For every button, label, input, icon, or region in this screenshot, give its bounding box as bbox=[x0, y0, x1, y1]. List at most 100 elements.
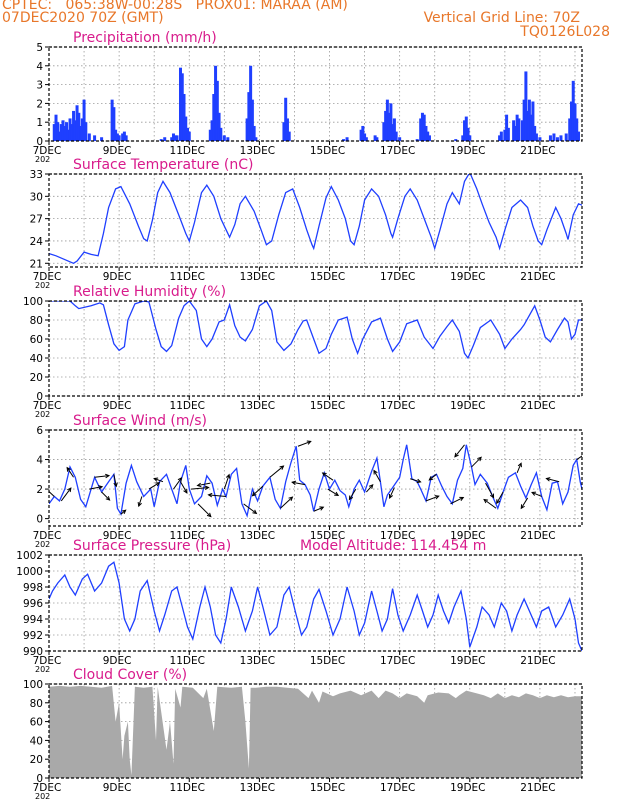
wind-vector bbox=[280, 496, 294, 509]
precip-bar bbox=[117, 135, 121, 141]
x-tick-label: 21DEC bbox=[520, 782, 555, 794]
wind-vector-shaft bbox=[197, 482, 211, 487]
precip-bar bbox=[534, 133, 538, 141]
precip-bar bbox=[387, 112, 391, 141]
y-tick-label: 3 bbox=[36, 80, 43, 92]
wind-vector-head bbox=[348, 495, 354, 501]
wind-vector-head bbox=[183, 488, 188, 494]
wind-vector-head bbox=[489, 493, 495, 499]
wind-vector bbox=[207, 492, 227, 498]
y-tick-label: 994 bbox=[23, 614, 43, 626]
precip-bar bbox=[222, 135, 226, 141]
panel-title-precip: Precipitation (mm/h) bbox=[73, 30, 217, 46]
wind-vector-head bbox=[66, 466, 71, 472]
x-tick-label: 7DEC bbox=[33, 655, 62, 667]
precip-bar bbox=[163, 137, 167, 141]
precip-bar bbox=[517, 118, 521, 141]
data-cloud bbox=[49, 685, 582, 778]
wind-vector bbox=[496, 491, 504, 505]
wind-vector-head bbox=[306, 440, 312, 445]
wind-vector bbox=[120, 509, 127, 515]
wind-vector-shaft bbox=[292, 481, 306, 486]
wind-vector-head bbox=[153, 477, 159, 482]
precip-bar bbox=[287, 131, 291, 141]
y-tick-label: 30 bbox=[30, 191, 43, 203]
precip-bar bbox=[173, 135, 177, 141]
precip-bar bbox=[503, 129, 507, 141]
y-tick-label: 20 bbox=[30, 372, 43, 384]
wind-vector-head bbox=[416, 478, 422, 484]
wind-vector-head bbox=[105, 473, 111, 479]
precip-bar bbox=[210, 120, 214, 141]
y-tick-label: 40 bbox=[30, 353, 43, 365]
precip-bar bbox=[80, 118, 84, 141]
precip-bar bbox=[461, 135, 465, 141]
wind-vector-head bbox=[196, 482, 202, 488]
precip-bar bbox=[575, 118, 579, 141]
precip-bar bbox=[364, 137, 368, 141]
data-press bbox=[49, 561, 582, 651]
wind-vector-head bbox=[373, 469, 378, 475]
x-tick-label: 19DEC bbox=[450, 271, 485, 283]
wind-vector bbox=[471, 456, 482, 468]
wind-vector bbox=[388, 487, 395, 500]
wind-vector-shaft bbox=[153, 478, 164, 483]
precip-bar bbox=[175, 135, 179, 141]
wind-vector-shaft bbox=[252, 485, 264, 497]
wind-vector-head bbox=[459, 496, 465, 501]
wind-vector-shaft bbox=[327, 488, 339, 496]
x-tick-label: 11DEC bbox=[170, 400, 205, 412]
precip-bar bbox=[93, 135, 97, 141]
precip-bar bbox=[65, 122, 69, 141]
wind-vector-head bbox=[291, 480, 297, 486]
cloud-area bbox=[49, 685, 582, 778]
wind-vector-shaft bbox=[425, 495, 439, 502]
data-precip bbox=[52, 65, 580, 141]
data-wind bbox=[49, 440, 582, 518]
wind-vector-shaft bbox=[113, 474, 117, 487]
precip-bar bbox=[564, 133, 568, 141]
y-tick-label: 2 bbox=[36, 98, 43, 110]
wind-vector bbox=[327, 488, 340, 497]
y-tick-label: 1002 bbox=[16, 550, 43, 562]
wind-vector-shaft bbox=[516, 463, 522, 474]
wind-vector bbox=[49, 490, 55, 497]
precip-bar bbox=[115, 133, 119, 141]
wind-vector-head bbox=[477, 456, 482, 462]
precip-bar bbox=[170, 137, 174, 141]
wind-vector bbox=[60, 487, 72, 502]
y-tick-label: 0 bbox=[36, 514, 43, 526]
wind-vector-shaft bbox=[428, 473, 437, 481]
x-tick-label: 13DEC bbox=[240, 655, 275, 667]
x-tick-label: 9DEC bbox=[103, 271, 132, 283]
precip-bar bbox=[180, 73, 184, 141]
precip-bar bbox=[121, 133, 125, 141]
y-tick-label: 21 bbox=[30, 258, 43, 270]
wind-vector-head bbox=[321, 472, 327, 477]
x-tick-label: 19DEC bbox=[450, 530, 485, 542]
x-year-stub: 202 bbox=[35, 281, 50, 290]
wind-vector-shaft bbox=[89, 486, 103, 490]
precip-bar bbox=[52, 124, 56, 141]
wind-vector-head bbox=[483, 498, 489, 504]
y-tick-label: 0 bbox=[36, 773, 43, 785]
precip-bar bbox=[82, 99, 86, 141]
x-tick-label: 7DEC bbox=[33, 271, 62, 283]
wind-vector bbox=[576, 455, 582, 460]
wind-vector-shaft bbox=[190, 486, 209, 490]
wind-vector bbox=[428, 473, 437, 481]
precip-bar bbox=[285, 118, 289, 141]
wind-vector-head bbox=[67, 487, 72, 493]
precip-bar bbox=[422, 114, 426, 141]
wind-vector-shaft bbox=[483, 499, 497, 509]
wind-vector bbox=[173, 476, 183, 490]
y-tick-label: 990 bbox=[23, 646, 43, 658]
x-year-stub: 202 bbox=[35, 155, 50, 164]
precip-bar bbox=[66, 129, 70, 141]
precip-bar bbox=[515, 114, 519, 141]
precip-bar bbox=[573, 103, 577, 141]
precip-bar bbox=[468, 135, 472, 141]
wind-vector-head bbox=[334, 491, 340, 497]
x-tick-label: 19DEC bbox=[450, 655, 485, 667]
